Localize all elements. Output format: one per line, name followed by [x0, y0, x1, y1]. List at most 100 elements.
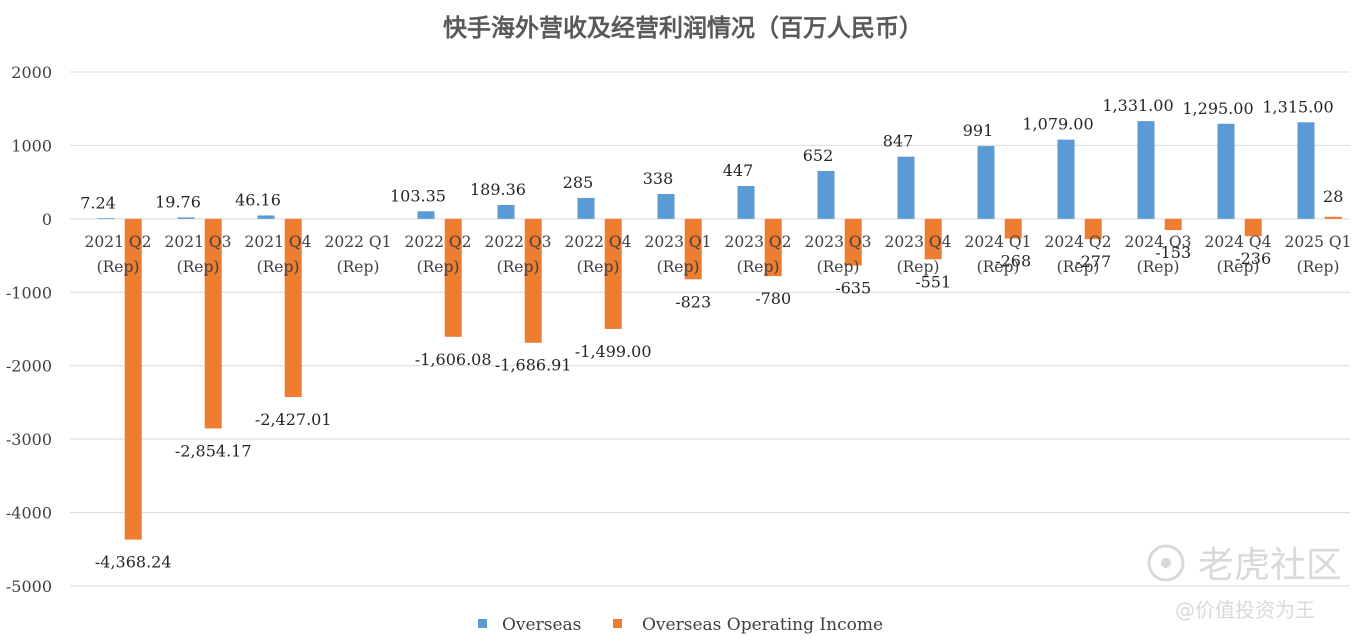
data-label-overseas: 1,079.00	[1022, 115, 1093, 134]
x-tick-sublabel: (Rep)	[497, 258, 540, 276]
x-tick-label: 2024 Q3	[1125, 233, 1192, 251]
data-label-overseas-operating-income: -153	[1155, 243, 1191, 262]
data-label-overseas-operating-income: -1,606.08	[415, 350, 492, 369]
bar-overseas-operating-income	[1244, 218, 1262, 237]
bar-overseas-operating-income	[204, 218, 222, 429]
bar-overseas-operating-income	[524, 218, 542, 343]
data-label-overseas: 447	[723, 161, 754, 180]
data-labels: 7.24 19.76 46.16 103.35 189.36 285 338 447 652 84…	[80, 96, 1343, 571]
bar-overseas	[177, 217, 195, 219]
bar-overseas-operating-income	[1004, 218, 1022, 239]
bar-overseas	[97, 218, 115, 220]
x-tick-sublabel: (Rep)	[1057, 258, 1100, 276]
bars	[97, 121, 1342, 540]
x-tick-sublabel: (Rep)	[1217, 258, 1260, 276]
data-label-overseas: 847	[883, 132, 914, 151]
data-label-overseas: 652	[803, 146, 834, 165]
x-tick-label: 2023 Q1	[645, 233, 712, 251]
x-tick-label: 2022 Q2	[405, 233, 472, 251]
y-tick-label: -3000	[6, 430, 52, 449]
x-tick-sublabel: (Rep)	[577, 258, 620, 276]
bar-overseas	[1057, 139, 1075, 219]
data-label-overseas-operating-income: -823	[675, 292, 711, 311]
y-tick-label: -5000	[6, 577, 52, 596]
x-tick-sublabel: (Rep)	[817, 258, 860, 276]
bar-overseas	[1217, 123, 1235, 219]
chart-title: 快手海外营收及经营利润情况（百万人民币）	[443, 14, 923, 42]
bar-overseas	[497, 204, 515, 219]
data-label-overseas: 338	[643, 169, 674, 188]
x-tick-label: 2021 Q4	[245, 233, 312, 251]
x-axis-ticks: 2021 Q2 (Rep) 2021 Q3 (Rep) 2021 Q4 (Rep) 2022…	[85, 233, 1352, 276]
bar-overseas	[257, 215, 275, 219]
bar-overseas-operating-income	[764, 218, 782, 277]
gridlines	[70, 71, 1350, 587]
data-label-overseas-operating-income: -780	[755, 289, 791, 308]
data-label-overseas-operating-income: -2,854.17	[175, 441, 252, 460]
bar-overseas-operating-income	[284, 218, 302, 398]
bar-overseas-operating-income	[444, 218, 462, 337]
bar-overseas	[657, 194, 675, 219]
bar-overseas	[737, 186, 755, 219]
x-tick-sublabel: (Rep)	[737, 258, 780, 276]
x-tick-sublabel: (Rep)	[1297, 258, 1340, 276]
x-tick-sublabel: (Rep)	[897, 258, 940, 276]
y-tick-label: 2000	[11, 63, 52, 82]
legend-swatch-overseas	[478, 619, 487, 628]
data-label-overseas: 103.35	[390, 186, 446, 205]
bar-overseas	[577, 197, 595, 219]
x-tick-label: 2021 Q2	[85, 233, 152, 251]
bar-overseas-operating-income	[844, 218, 862, 266]
x-tick-sublabel: (Rep)	[417, 258, 460, 276]
x-tick-label: 2024 Q1	[965, 233, 1032, 251]
legend: Overseas Overseas Operating Income	[478, 615, 883, 635]
data-label-overseas-operating-income: -277	[1075, 252, 1111, 271]
data-label-overseas: 991	[963, 121, 994, 140]
x-tick-sublabel: (Rep)	[257, 258, 300, 276]
data-label-overseas: 1,331.00	[1102, 96, 1173, 115]
data-label-overseas: 7.24	[80, 193, 116, 212]
data-label-overseas-operating-income: -2,427.01	[255, 410, 332, 429]
x-tick-label: 2022 Q3	[485, 233, 552, 251]
legend-label-overseas-operating-income: Overseas Operating Income	[642, 615, 883, 635]
y-tick-label: -1000	[6, 283, 52, 302]
data-label-overseas: 1,315.00	[1262, 97, 1333, 116]
tiger-logo-dot	[1161, 558, 1171, 568]
y-tick-label: 1000	[11, 136, 52, 155]
y-tick-label: -2000	[6, 357, 52, 376]
data-label-overseas: 46.16	[235, 190, 281, 209]
watermark-brand: 老虎社区	[1198, 545, 1342, 586]
data-label-overseas-operating-income: -1,499.00	[575, 342, 652, 361]
x-tick-label: 2022 Q1	[325, 233, 392, 251]
data-label-overseas: 285	[563, 173, 594, 192]
y-tick-label: -4000	[6, 504, 52, 523]
bar-overseas	[1297, 122, 1315, 219]
x-tick-label: 2024 Q4	[1205, 233, 1272, 251]
x-tick-label: 2025 Q1	[1285, 233, 1352, 251]
data-label-overseas-operating-income: -268	[995, 252, 1031, 271]
x-tick-label: 2024 Q2	[1045, 233, 1112, 251]
x-tick-sublabel: (Rep)	[657, 258, 700, 276]
data-label-overseas: 19.76	[155, 192, 201, 211]
bar-overseas	[817, 170, 835, 219]
tiger-logo-icon	[1147, 544, 1185, 582]
x-tick-sublabel: (Rep)	[1137, 258, 1180, 276]
bar-overseas	[417, 211, 435, 219]
bar-overseas-operating-income	[124, 218, 142, 540]
data-label-overseas-operating-income: 28	[1323, 187, 1343, 206]
x-tick-label: 2021 Q3	[165, 233, 232, 251]
bar-overseas	[897, 156, 915, 219]
bar-overseas	[1137, 121, 1155, 219]
data-label-overseas: 1,295.00	[1182, 99, 1253, 118]
bar-overseas-operating-income	[924, 218, 942, 260]
bar-overseas-operating-income	[1164, 218, 1182, 231]
data-label-overseas-operating-income: -4,368.24	[95, 553, 172, 572]
x-tick-sublabel: (Rep)	[977, 258, 1020, 276]
bar-overseas	[977, 146, 995, 219]
x-tick-sublabel: (Rep)	[337, 258, 380, 276]
data-label-overseas-operating-income: -551	[915, 272, 951, 291]
data-label-overseas-operating-income: -635	[835, 278, 871, 297]
x-tick-label: 2022 Q4	[565, 233, 632, 251]
legend-swatch-overseas-operating-income	[613, 619, 622, 628]
